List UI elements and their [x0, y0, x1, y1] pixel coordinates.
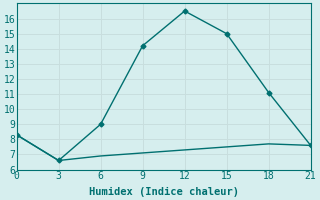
X-axis label: Humidex (Indice chaleur): Humidex (Indice chaleur): [89, 186, 239, 197]
